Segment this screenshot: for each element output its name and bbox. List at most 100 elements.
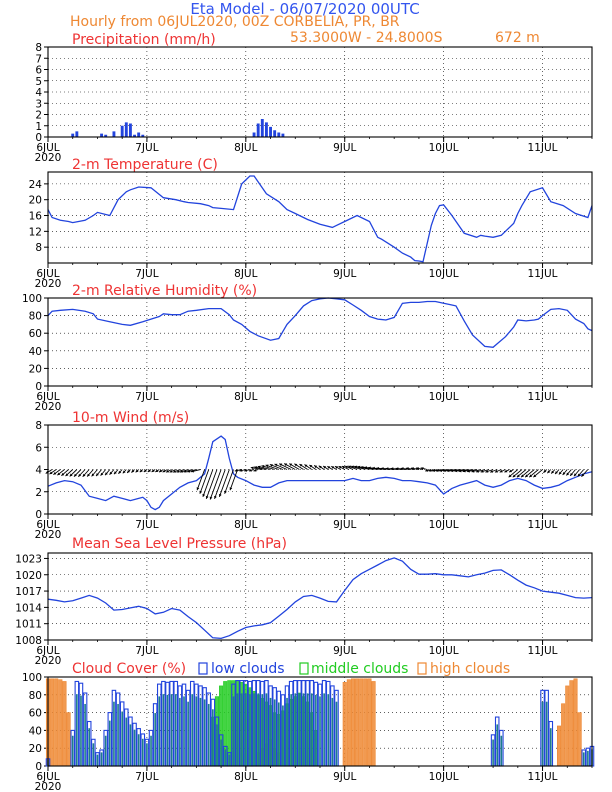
cloud-bar-low-fill xyxy=(121,711,124,766)
panel-frame xyxy=(47,676,593,767)
panel-title-cloud: Cloud Cover (%) xyxy=(72,661,186,677)
y-tick-label: 1017 xyxy=(15,586,42,598)
cloud-bar-low-fill xyxy=(302,693,305,766)
cloud-bar-low-fill xyxy=(104,735,107,766)
wind-vector-head xyxy=(135,469,139,473)
cloud-bar-low-fill xyxy=(236,693,239,766)
wind-vector-head xyxy=(354,465,358,469)
wind-vector xyxy=(196,469,206,491)
cloud-bar-low-fill xyxy=(216,724,218,766)
x-tick-label: 9JUL xyxy=(333,771,356,783)
wind-vector-head xyxy=(91,473,95,477)
cloud-bar-low-fill xyxy=(224,749,227,766)
wind-vector-head xyxy=(385,467,389,471)
legend-low-swatch xyxy=(198,662,208,675)
wind-vector-head xyxy=(516,474,520,478)
y-tick-label: 100 xyxy=(22,672,42,684)
cloud-bar-low-fill xyxy=(549,728,552,766)
wind-vector-head xyxy=(520,474,524,478)
cloud-bar-low-fill xyxy=(582,752,585,766)
cloud-bar-low-fill xyxy=(199,697,202,766)
wind-vector-head xyxy=(529,474,533,478)
wind-vector-head xyxy=(214,495,217,499)
cloud-bar-low-fill xyxy=(261,694,264,766)
x-tick-label: 11JUL xyxy=(528,142,558,154)
wind-vector-head xyxy=(113,471,117,475)
x-tick-label: 10JUL xyxy=(429,268,459,280)
legend-high-label: high clouds xyxy=(430,661,510,677)
cloud-bar-low-fill xyxy=(158,696,161,766)
wind-vector-head xyxy=(49,471,53,475)
wind-vector-head xyxy=(57,472,61,476)
wind-vector-head xyxy=(485,469,489,473)
wind-vector xyxy=(205,469,218,500)
y-tick-label: 80 xyxy=(29,690,42,702)
wind-vector-head xyxy=(323,466,327,469)
wind-vector-head xyxy=(476,469,479,473)
wind-vector-head xyxy=(462,469,466,473)
x-tick-label: 7JUL xyxy=(135,645,158,657)
cloud-bar-low-fill xyxy=(207,703,210,766)
cloud-bar-low-fill xyxy=(265,693,268,766)
y-tick-label: 0 xyxy=(35,509,42,521)
wind-vector-head xyxy=(176,469,180,473)
wind-vector-head xyxy=(199,490,203,494)
y-tick-label: 0 xyxy=(35,761,42,773)
cloud-bar-low-fill xyxy=(286,697,288,766)
wind-vector-head xyxy=(87,473,90,477)
wind-vector-head xyxy=(284,463,288,467)
wind-vector-head xyxy=(261,465,265,468)
cloud-bar-low-fill xyxy=(228,754,231,766)
cloud-bar-low-fill xyxy=(277,702,280,766)
cloud-bar-low-fill xyxy=(191,694,194,766)
wind-vector-head xyxy=(432,469,436,472)
wind-vector-head xyxy=(254,466,258,469)
y-tick-label: 24 xyxy=(29,179,43,191)
wind-vector-head xyxy=(368,466,371,470)
wind-vector-head xyxy=(410,467,414,470)
y-tick-label: 0 xyxy=(35,381,42,393)
cloud-bar-low-fill xyxy=(323,693,325,766)
wind-vector-head xyxy=(147,469,151,472)
cloud-bar-low-fill xyxy=(170,694,173,766)
x-tick-label: 11JUL xyxy=(528,645,558,657)
wind-vector-head xyxy=(420,467,424,470)
wind-vector-head xyxy=(364,466,368,470)
cloud-bar-low-fill xyxy=(133,729,136,766)
wind-vector-head xyxy=(131,469,135,473)
x-tick-label: 9JUL xyxy=(333,519,356,531)
wind-vector-head xyxy=(173,469,177,473)
x-tick-label: 6JUL xyxy=(36,645,59,657)
cloud-bar-low-fill xyxy=(84,703,86,766)
wind-vector-head xyxy=(166,469,170,473)
wind-vector-head xyxy=(566,472,570,476)
panel-slp: Mean Sea Level Pressure (hPa) 1008 1011 101… xyxy=(15,536,593,667)
x-tick-label: 8JUL xyxy=(234,268,257,280)
y-tick-label: 4 xyxy=(35,465,42,477)
wind-vector-head xyxy=(562,472,566,476)
wind-vector xyxy=(202,469,214,497)
wind-vector-head xyxy=(335,466,339,469)
wind-vector-head xyxy=(151,469,155,472)
panel-title-rh: 2-m Relative Humidity (%) xyxy=(72,283,257,299)
precip-bar xyxy=(277,132,281,137)
wind-vector-head xyxy=(143,469,147,473)
wind-vector-head xyxy=(405,467,409,470)
y-tick-label: 3 xyxy=(35,98,42,110)
wind-vector-head xyxy=(274,463,278,467)
wind-vector xyxy=(214,469,226,500)
panel-rh: 2-m Relative Humidity (%) 0 20 40 60 80 100 6JU… xyxy=(22,283,593,413)
x-tick-label: 11JUL xyxy=(528,268,558,280)
cloud-bar-high xyxy=(569,680,574,767)
precip-bar xyxy=(252,132,256,137)
wind-vector-head xyxy=(327,466,331,469)
location-coordinates: 53.3000W - 24.8000S xyxy=(290,30,443,46)
series-line-slp xyxy=(47,557,593,640)
wind-vector-head xyxy=(294,463,298,467)
cloud-bar-low-fill xyxy=(244,693,247,766)
x-tick-label: 11JUL xyxy=(528,519,558,531)
wind-vector-head xyxy=(244,468,248,472)
cloud-bar-low-fill xyxy=(290,694,292,766)
wind-vector-head xyxy=(205,495,209,499)
